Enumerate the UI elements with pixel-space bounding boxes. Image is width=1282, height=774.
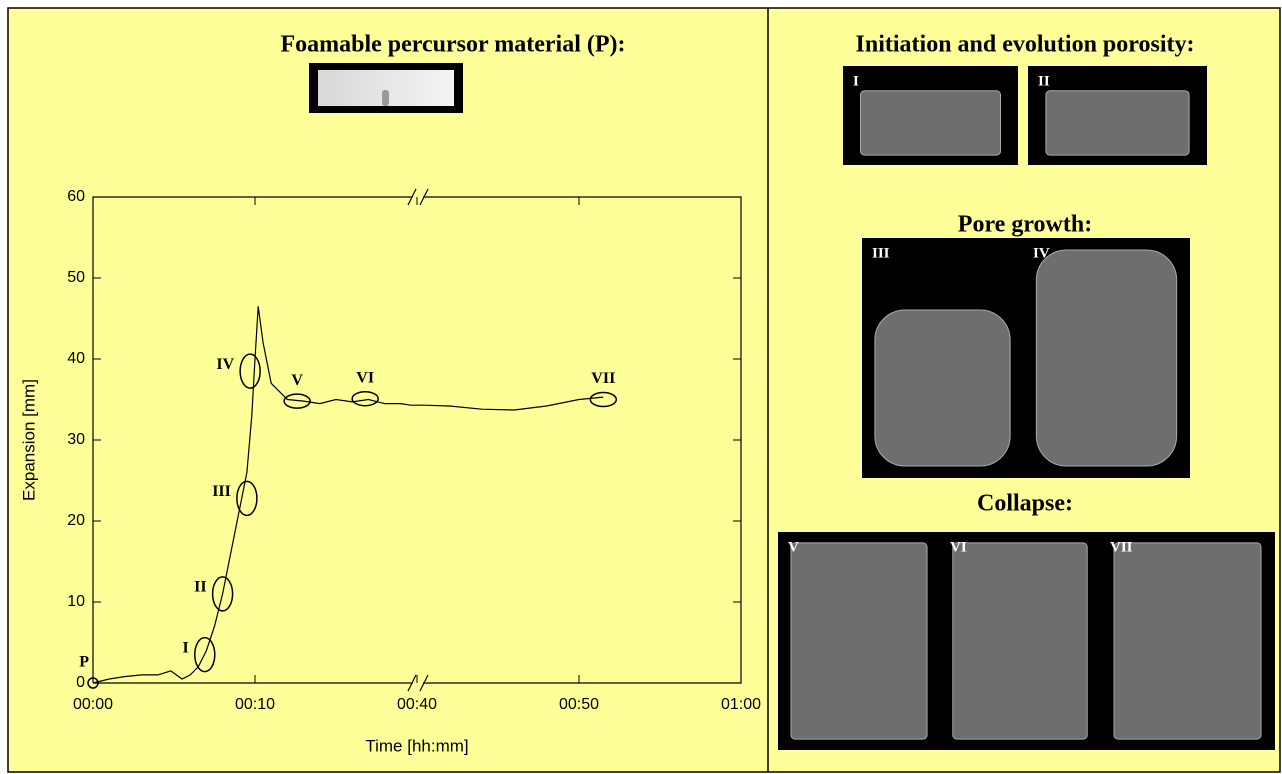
x-tick-label: 00:10 (235, 696, 275, 713)
photo-label: IV (1033, 245, 1050, 261)
photo-sample (1036, 250, 1176, 466)
y-tick-label: 10 (67, 593, 85, 610)
x-tick-label: 00:00 (73, 696, 113, 713)
photo-label: V (788, 539, 799, 555)
photo-section-title: Collapse: (977, 491, 1073, 517)
y-tick-label: 50 (67, 269, 85, 286)
annotation-label: III (212, 483, 231, 500)
x-tick-label: 01:00 (721, 696, 761, 713)
page: {"chart_data": {"type": "line", "x": [0,… (0, 0, 1282, 774)
photo-sample (875, 310, 1010, 466)
y-tick-label: 0 (76, 674, 85, 691)
annotation-label: VII (591, 370, 615, 387)
photo-sample (1114, 543, 1261, 739)
x-axis-label: Time [hh:mm] (365, 736, 468, 755)
annotation-label: P (79, 654, 89, 671)
precursor-image (309, 63, 463, 113)
y-tick-label: 20 (67, 512, 85, 529)
figure: Foamable percursor material (P): 0 10 20 30… (0, 0, 1282, 774)
photo-label: III (872, 245, 890, 261)
x-tick-label: 00:40 (397, 696, 437, 713)
y-tick-label: 30 (67, 431, 85, 448)
y-axis-label: Expansion [mm] (19, 379, 38, 501)
photo-label: VII (1110, 539, 1133, 555)
photo-sample (953, 543, 1087, 739)
precursor-title: Foamable percursor material (P): (280, 32, 625, 58)
photo-section-title: Initiation and evolution porosity: (856, 32, 1195, 58)
annotation-label: II (194, 579, 206, 596)
annotation-label: V (291, 372, 303, 389)
x-tick-label: 00:50 (559, 696, 599, 713)
y-tick-label: 40 (67, 350, 85, 367)
photo-section-title: Pore growth: (958, 212, 1092, 238)
photo-label: I (853, 73, 859, 89)
annotation-label: I (183, 639, 189, 656)
annotation-label: VI (356, 369, 374, 386)
photo-label: VI (950, 539, 967, 555)
photo-label: II (1038, 73, 1050, 89)
photo-sample (1046, 91, 1189, 155)
photo-sample (791, 543, 927, 739)
photo-sample (861, 91, 1001, 155)
annotation-label: IV (216, 356, 234, 373)
y-tick-label: 60 (67, 188, 85, 205)
